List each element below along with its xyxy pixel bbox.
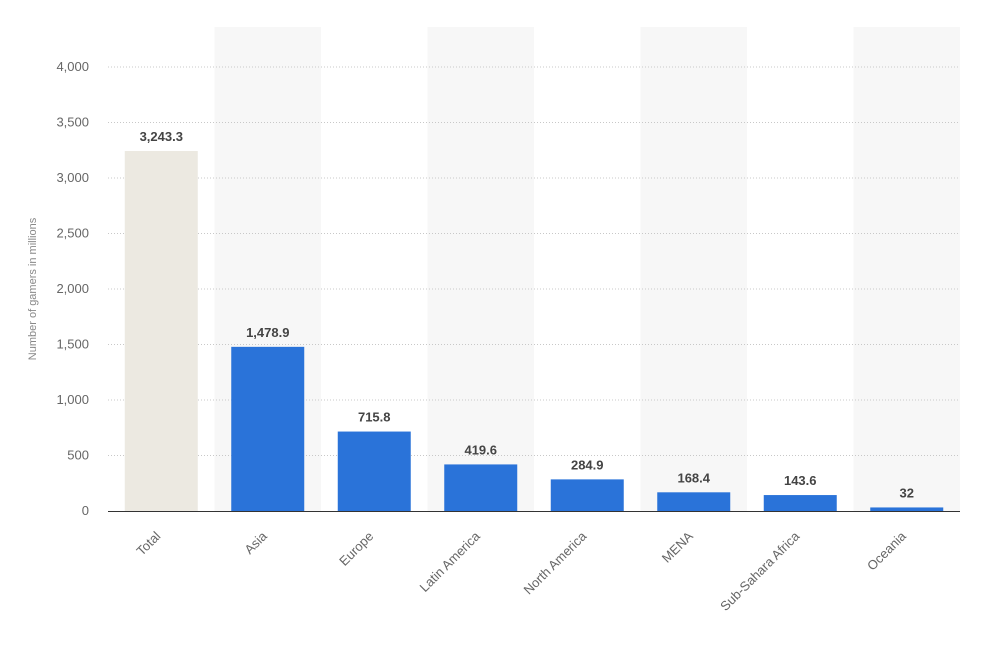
bar-value-label: 168.4	[677, 470, 710, 485]
y-tick-label: 0	[82, 503, 89, 518]
background-band	[640, 27, 747, 511]
bar	[870, 507, 944, 511]
background-band	[427, 27, 534, 511]
bar	[763, 495, 837, 511]
bar-value-label: 32	[900, 485, 914, 500]
y-tick-label: 1,500	[56, 337, 89, 352]
x-tick-label: Latin America	[417, 528, 484, 595]
x-tick-label: North America	[521, 528, 590, 597]
x-tick-label: Total	[133, 528, 163, 558]
y-tick-label: 500	[67, 448, 89, 463]
x-tick-label: Oceania	[864, 528, 909, 573]
bar-value-label: 1,478.9	[246, 325, 289, 340]
bar	[550, 479, 624, 511]
y-tick-label: 3,000	[56, 170, 89, 185]
bar	[337, 431, 411, 511]
x-tick-label: Sub-Sahara Africa	[717, 528, 803, 614]
bar-value-label: 715.8	[358, 410, 391, 425]
x-tick-label: Europe	[336, 529, 376, 569]
y-axis-ticks: 0 500 1,000 1,500 2,000 2,500 3,000 3,500 4,000	[56, 59, 89, 518]
bar-value-label: 143.6	[784, 473, 817, 488]
x-axis-labels: Total Asia Europe Latin America North Americ…	[133, 528, 909, 614]
y-tick-label: 4,000	[56, 59, 89, 74]
x-tick-label: Asia	[241, 528, 270, 557]
bar-value-label: 3,243.3	[140, 129, 183, 144]
y-tick-label: 1,000	[56, 392, 89, 407]
background-bands	[214, 27, 960, 511]
y-tick-label: 3,500	[56, 115, 89, 130]
bar	[231, 346, 305, 511]
bar-value-label: 419.6	[464, 442, 497, 457]
y-tick-label: 2,000	[56, 281, 89, 296]
bar	[657, 492, 731, 511]
y-axis-title: Number of gamers in millions	[27, 217, 39, 360]
y-tick-label: 2,500	[56, 226, 89, 241]
value-labels: 3,243.3 1,478.9 715.8 419.6 284.9 168.4 143.6 3…	[140, 129, 914, 500]
x-tick-label: MENA	[659, 528, 696, 565]
bar-value-label: 284.9	[571, 457, 604, 472]
background-band	[853, 27, 960, 511]
bars	[124, 150, 944, 511]
bar	[124, 150, 198, 511]
bar	[444, 464, 518, 511]
